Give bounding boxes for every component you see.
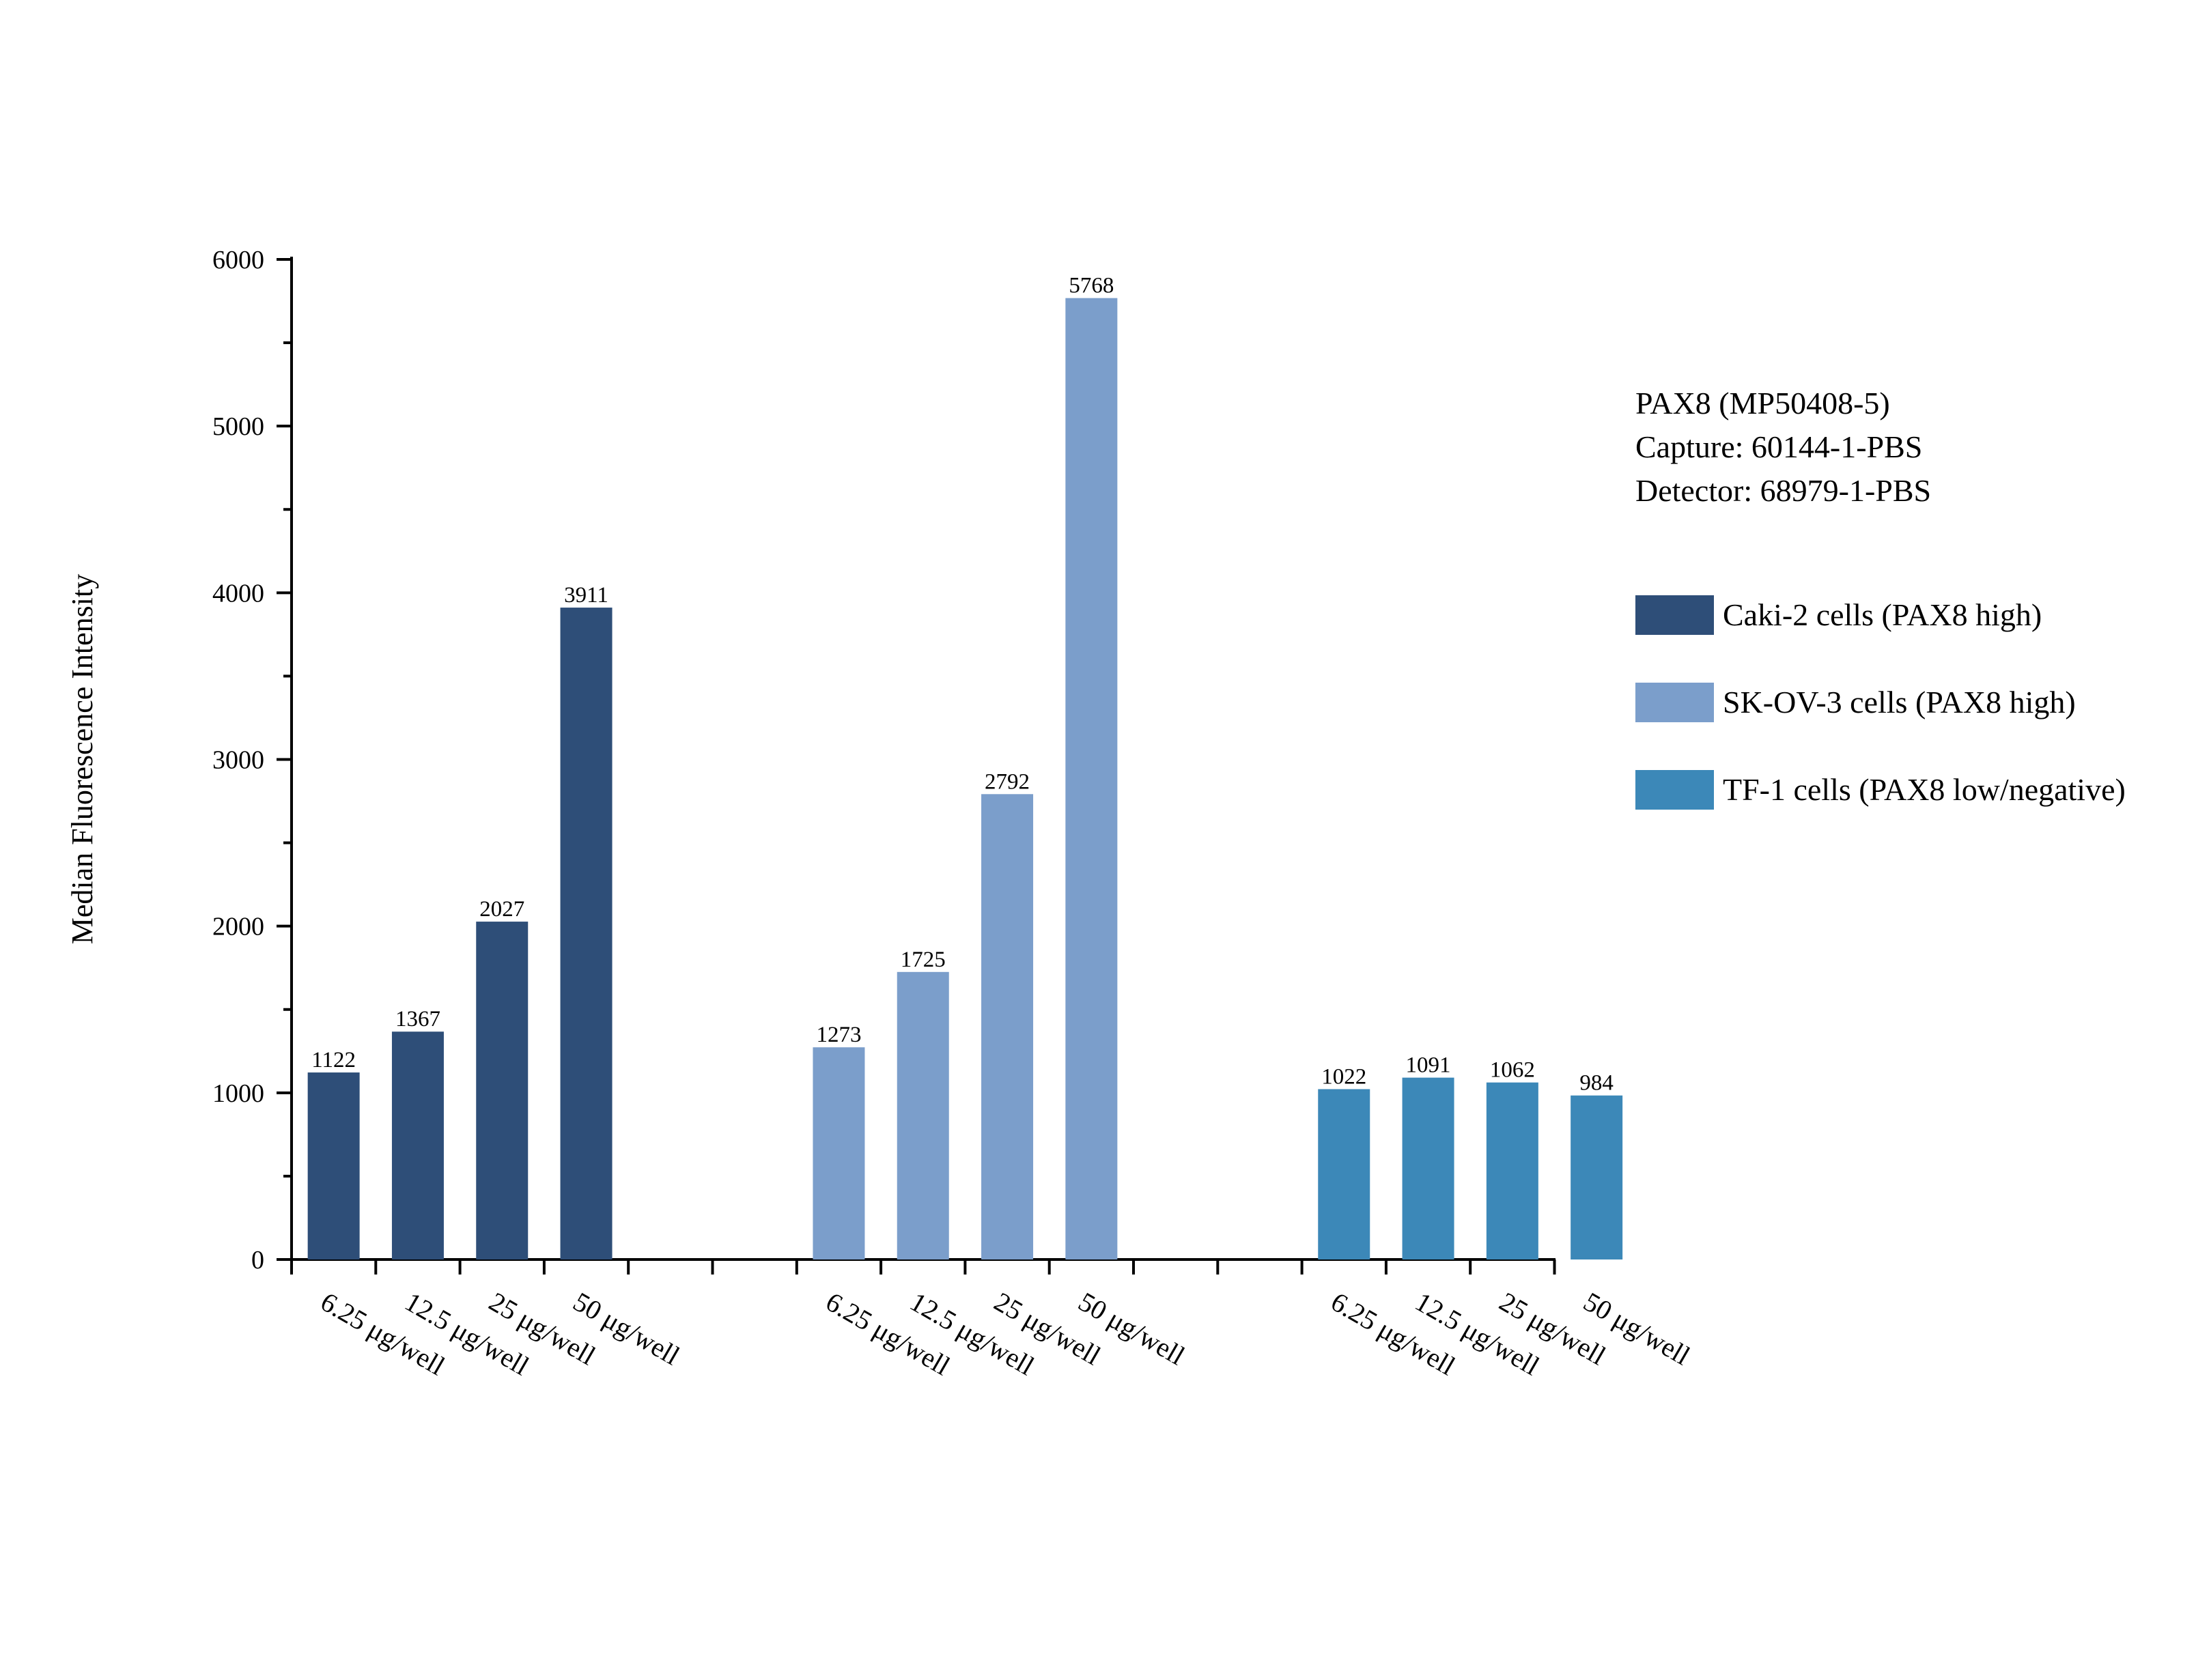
- bar-1-4: [560, 608, 613, 1259]
- bar-2-1: [813, 1047, 865, 1259]
- bar-value-label: 2792: [985, 769, 1030, 794]
- bar-value-label: 1273: [816, 1023, 861, 1047]
- bar-1-1: [307, 1072, 360, 1259]
- bar-value-label: 5768: [1069, 274, 1114, 298]
- bar-3-1: [1318, 1089, 1370, 1259]
- bar-2-2: [897, 971, 949, 1259]
- legend-label: Caki-2 cells (PAX8 high): [1723, 597, 2042, 632]
- bar-value-label: 1091: [1406, 1053, 1451, 1078]
- y-tick-label: 2000: [212, 913, 264, 941]
- bar-2-3: [981, 794, 1034, 1259]
- bar-1-3: [476, 922, 529, 1259]
- bar-value-label: 2027: [479, 897, 524, 922]
- y-tick-label: 3000: [212, 746, 264, 775]
- bar-3-4: [1571, 1095, 1623, 1259]
- bar-value-label: 1122: [311, 1048, 356, 1072]
- y-tick-label: 6000: [212, 246, 264, 274]
- bar-value-label: 1367: [395, 1007, 440, 1031]
- bars: [307, 298, 1623, 1259]
- info-line: Detector: 68979-1-PBS: [1635, 473, 1931, 508]
- info-block: PAX8 (MP50408-5) Capture: 60144-1-PBS Dete…: [1635, 386, 1931, 508]
- legend-swatch-2: [1635, 683, 1714, 722]
- legend-label: TF-1 cells (PAX8 low/negative): [1723, 772, 2126, 807]
- y-tick-label: 0: [251, 1246, 264, 1275]
- bar-value-label: 984: [1579, 1071, 1614, 1096]
- bar-value-label: 1725: [901, 948, 946, 972]
- bar-3-3: [1486, 1082, 1538, 1259]
- y-tick-label: 1000: [212, 1079, 264, 1108]
- legend-swatch-3: [1635, 770, 1714, 810]
- info-line: Capture: 60144-1-PBS: [1635, 429, 1922, 464]
- y-axis-label: Median Fluorescence Intensity: [66, 574, 99, 945]
- y-tick-label: 4000: [212, 579, 264, 608]
- bar-1-2: [391, 1031, 444, 1259]
- bar-value-label: 1062: [1490, 1058, 1535, 1083]
- bar-value-label: 3911: [564, 583, 608, 608]
- bar-2-4: [1065, 298, 1118, 1259]
- legend: Caki-2 cells (PAX8 high) SK-OV-3 cells (P…: [1635, 595, 2126, 810]
- info-line: PAX8 (MP50408-5): [1635, 386, 1890, 421]
- bar-3-2: [1402, 1077, 1454, 1259]
- legend-swatch-1: [1635, 595, 1714, 635]
- bar-value-label: 1022: [1321, 1064, 1366, 1089]
- legend-label: SK-OV-3 cells (PAX8 high): [1723, 685, 2076, 720]
- y-tick-label: 5000: [212, 412, 264, 441]
